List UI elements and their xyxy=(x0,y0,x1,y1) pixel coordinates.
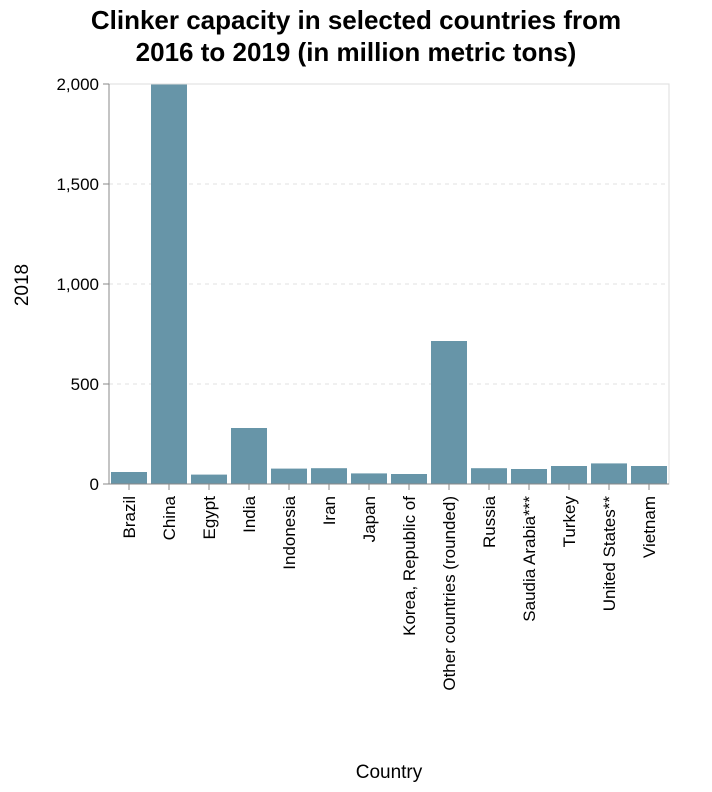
x-axis-ticks: Brazil China Egypt India Indonesia Iran Japan K… xyxy=(120,484,659,691)
bar-other-countries-rounded xyxy=(431,341,467,484)
x-tick-label: Saudia Arabia*** xyxy=(520,496,539,622)
x-axis-title: Country xyxy=(356,762,423,783)
y-tick-label: 1,500 xyxy=(56,175,99,194)
bar-egypt xyxy=(191,474,227,484)
x-tick-label: Brazil xyxy=(120,496,139,539)
chart-title: Clinker capacity in selected countries f… xyxy=(0,4,712,68)
y-tick-label: 0 xyxy=(90,475,99,494)
x-tick-label: Egypt xyxy=(200,496,219,540)
bar-vietnam xyxy=(631,466,667,484)
x-tick-label: India xyxy=(240,495,259,532)
bar-russia xyxy=(471,468,507,484)
bar-indonesia xyxy=(271,468,307,484)
bar-korea-republic-of xyxy=(391,474,427,484)
y-axis-title: 2018 xyxy=(12,264,33,306)
bar-saudia-arabia xyxy=(511,469,547,484)
bar-china xyxy=(151,84,187,484)
y-tick-label: 2,000 xyxy=(56,75,99,94)
x-tick-label: Indonesia xyxy=(280,495,299,569)
bar-united-states xyxy=(591,463,627,484)
bar-iran xyxy=(311,468,347,484)
chart-title-line-1: Clinker capacity in selected countries f… xyxy=(90,5,622,35)
chart-title-line-2: 2016 to 2019 (in million metric tons) xyxy=(135,37,577,67)
x-tick-label: United States** xyxy=(600,496,619,612)
x-tick-label: Turkey xyxy=(560,496,579,548)
y-tick-label: 500 xyxy=(71,375,99,394)
y-axis-ticks: 0 500 1,000 1,500 2,000 xyxy=(56,75,109,494)
bar-turkey xyxy=(551,466,587,484)
bars xyxy=(111,84,667,484)
x-tick-label: Iran xyxy=(320,496,339,525)
gridlines xyxy=(109,183,669,385)
x-tick-label: Japan xyxy=(360,496,379,542)
x-tick-label: Other countries (rounded) xyxy=(440,496,459,691)
x-tick-label: China xyxy=(160,495,179,540)
bar-brazil xyxy=(111,472,147,484)
bar-japan xyxy=(351,473,387,484)
y-tick-label: 1,000 xyxy=(56,275,99,294)
x-tick-label: Russia xyxy=(480,495,499,548)
x-tick-label: Vietnam xyxy=(640,496,659,558)
bar-india xyxy=(231,428,267,484)
x-tick-label: Korea, Republic of xyxy=(400,496,419,636)
